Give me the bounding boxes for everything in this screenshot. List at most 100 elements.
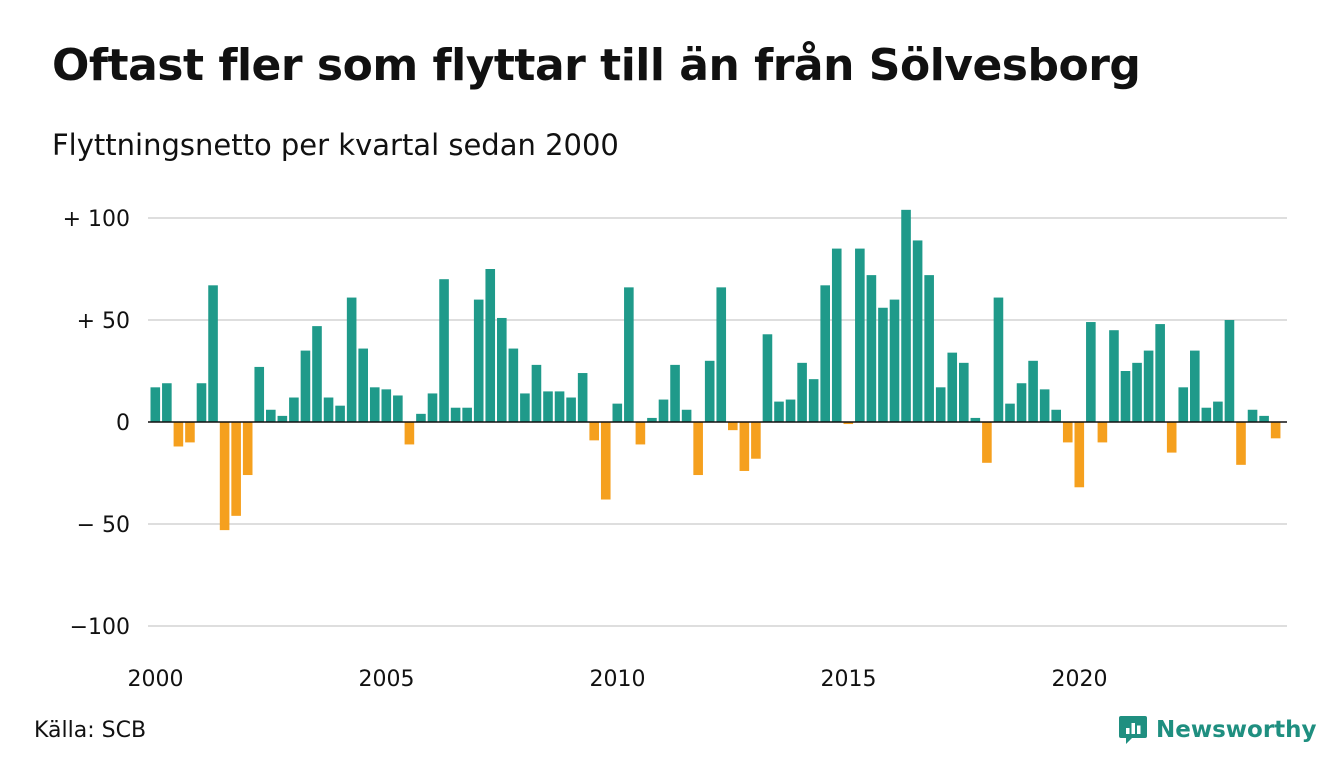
bar (970, 417, 981, 422)
bar (739, 422, 750, 471)
bar (1051, 409, 1061, 422)
chart-title: Oftast fler som flyttar till än från Söl… (52, 40, 1141, 91)
bar (150, 387, 161, 422)
bar (1016, 383, 1027, 422)
bar (889, 299, 900, 422)
bar (797, 362, 807, 422)
bar (855, 248, 865, 422)
bar (1039, 389, 1050, 422)
bar (254, 366, 265, 422)
bar (820, 285, 830, 422)
x-tick-label: 2010 (590, 667, 646, 692)
bar (1247, 409, 1258, 422)
bar (728, 422, 738, 431)
bar (1132, 362, 1142, 422)
x-tick-label: 2000 (128, 667, 184, 692)
bar (993, 297, 1004, 422)
brand-logo[interactable]: Newsworthy (1118, 714, 1317, 746)
bar (162, 383, 172, 422)
bar (912, 240, 923, 422)
bar (300, 350, 311, 422)
bar (1201, 407, 1212, 422)
brand-name: Newsworthy (1156, 717, 1317, 743)
bar (323, 397, 334, 422)
bar (1086, 322, 1096, 422)
bar (416, 413, 426, 422)
bar (1178, 387, 1189, 422)
bar (1224, 320, 1235, 422)
bar (1143, 350, 1154, 422)
bar (439, 279, 449, 422)
bar (1190, 350, 1200, 422)
bar (566, 397, 576, 422)
bar (1028, 360, 1038, 422)
bar (289, 397, 299, 422)
bar (577, 373, 588, 422)
bar (624, 287, 634, 422)
bar (901, 209, 911, 422)
bar (497, 317, 507, 422)
bar (843, 422, 854, 425)
x-tick-label: 2020 (1052, 667, 1108, 692)
bar (219, 422, 230, 531)
bar (404, 422, 415, 445)
x-tick-label: 2005 (359, 667, 415, 692)
bar (427, 393, 438, 422)
bar (1062, 422, 1073, 443)
bar (693, 422, 703, 476)
bar (681, 409, 692, 422)
y-tick-label: + 50 (77, 309, 130, 334)
bar (600, 422, 611, 500)
bar (266, 409, 276, 422)
bar (185, 422, 195, 443)
bar (1166, 422, 1177, 453)
x-tick-label: 2015 (821, 667, 877, 692)
bar (231, 422, 241, 516)
bar (346, 297, 357, 422)
bar (358, 348, 368, 422)
bar (1213, 401, 1223, 422)
bars (150, 209, 1281, 531)
bar (1155, 324, 1165, 422)
bar (208, 285, 218, 422)
grid-lines (148, 217, 1287, 627)
bar (878, 307, 888, 422)
bar (173, 422, 184, 447)
y-tick-label: −100 (70, 615, 130, 640)
bar (751, 422, 761, 459)
bar (531, 364, 542, 422)
bar (635, 422, 646, 445)
bar (1270, 422, 1281, 439)
bar (554, 391, 565, 422)
y-tick-label: − 50 (77, 513, 130, 538)
bar (658, 399, 669, 422)
source-note: Källa: SCB (34, 718, 147, 743)
axes: + 100 + 50 0 − 50 −100 2000 2005 2010 2015 2020 (63, 207, 1287, 692)
bar (774, 401, 784, 422)
chart-subtitle: Flyttningsnetto per kvartal sedan 2000 (52, 128, 619, 162)
bar (335, 405, 345, 422)
bar (462, 407, 472, 422)
bar (589, 422, 599, 441)
bar (716, 287, 727, 422)
bar (369, 387, 380, 422)
bar (1236, 422, 1246, 465)
bar (704, 360, 715, 422)
bar (762, 334, 773, 422)
bar (277, 415, 288, 422)
bar (866, 275, 877, 422)
y-tick-label: + 100 (63, 207, 130, 232)
bar (959, 362, 969, 422)
bar (612, 403, 623, 422)
bar (935, 387, 946, 422)
bar (1005, 403, 1015, 422)
bar (473, 299, 484, 422)
bar (831, 248, 842, 422)
bar (1120, 371, 1131, 422)
bar (1259, 415, 1269, 422)
bar (196, 383, 207, 422)
bar (520, 393, 530, 422)
bar (450, 407, 461, 422)
bar (312, 326, 322, 422)
bar-chart: + 100 + 50 0 − 50 −100 2000 2005 2010 2015 2020 (63, 207, 1287, 692)
